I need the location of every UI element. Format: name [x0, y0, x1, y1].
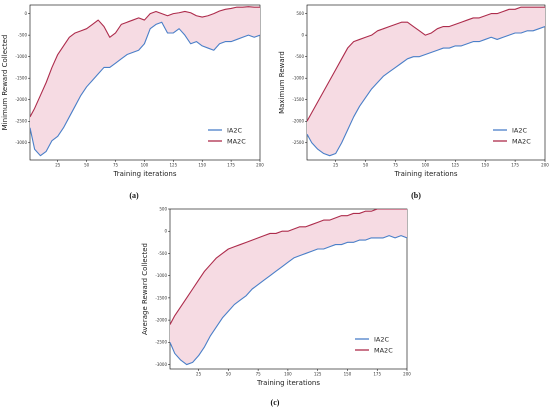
x-tick-label: 50 — [363, 163, 369, 168]
x-tick-label: 175 — [227, 163, 235, 168]
y-tick-label: -500 — [158, 251, 168, 256]
panel-label: (c) — [271, 398, 280, 407]
series-line-ma2c — [30, 6, 260, 118]
x-tick-label: 25 — [196, 372, 202, 377]
x-tick-label: 50 — [84, 163, 90, 168]
plot-area — [30, 6, 260, 157]
x-tick-label: 25 — [55, 163, 61, 168]
y-axis-label: Minimum Reward Collected — [1, 35, 9, 131]
y-axis-label: Average Reward Collected — [141, 243, 149, 335]
y-tick-label: 500 — [159, 206, 167, 211]
x-tick-label: 150 — [198, 163, 206, 168]
x-tick-label: 100 — [422, 163, 430, 168]
legend-label-ma2c: MA2C — [374, 346, 393, 354]
x-tick-label: 100 — [141, 163, 149, 168]
y-tick-label: -500 — [295, 54, 305, 59]
series-line-ia2c — [30, 21, 260, 157]
legend: IA2C MA2C — [355, 335, 393, 354]
fill-between-area — [30, 6, 260, 156]
x-tick-label: 150 — [481, 163, 489, 168]
plot-area — [307, 6, 545, 157]
x-axis-label: Training iterations — [112, 170, 176, 178]
y-tick-label: -2500 — [292, 140, 304, 145]
chart-panel-a: 25 50 75 100 125 150 175 200 0 -500 -1000 -1500 -200… — [1, 4, 264, 200]
y-tick-label: -2000 — [15, 97, 27, 102]
x-tick-label: 125 — [314, 372, 322, 377]
fill-between-area — [170, 209, 407, 365]
y-tick-label: 0 — [301, 33, 304, 38]
series-line-ia2c — [170, 235, 407, 366]
y-tick-label: -1000 — [292, 76, 304, 81]
y-tick-label: 0 — [24, 11, 27, 16]
panel-label: (b) — [411, 191, 421, 200]
legend: IA2C MA2C — [208, 126, 246, 145]
x-tick-label: 200 — [403, 372, 411, 377]
y-tick-label: -2000 — [155, 318, 167, 323]
x-tick-label: 75 — [113, 163, 119, 168]
y-tick-label: -1000 — [15, 54, 27, 59]
y-axis-label: Maximum Reward — [278, 51, 286, 114]
x-tick-label: 25 — [333, 163, 339, 168]
x-axis-label: Training iterations — [393, 170, 457, 178]
chart-panel-b: 25 50 75 100 125 150 175 200 500 0 -500 -1000 -1500 -… — [278, 4, 549, 200]
legend-label-ia2c: IA2C — [227, 126, 242, 134]
y-tick-label: 0 — [164, 229, 167, 234]
y-tick-label: -3000 — [155, 362, 167, 367]
y-tick-label: -1000 — [155, 273, 167, 278]
y-tick-label: -1500 — [15, 76, 27, 81]
y-tick-label: -1500 — [155, 295, 167, 300]
y-tick-label: -2500 — [155, 340, 167, 345]
x-tick-label: 75 — [256, 372, 262, 377]
legend-label-ia2c: IA2C — [512, 126, 527, 134]
x-tick-label: 125 — [169, 163, 177, 168]
y-tick-label: -2000 — [292, 119, 304, 124]
y-tick-label: -1500 — [292, 97, 304, 102]
chart-panel-c: 25 50 75 100 125 150 175 200 500 0 -500 -1000 -1500 -… — [141, 206, 411, 407]
x-axis-label: Training iterations — [256, 379, 320, 387]
x-tick-label: 200 — [256, 163, 264, 168]
fill-between-area — [307, 7, 545, 156]
x-tick-label: 75 — [393, 163, 399, 168]
x-tick-label: 200 — [541, 163, 549, 168]
plot-area — [170, 209, 407, 366]
series-line-ma2c — [170, 209, 407, 325]
series-line-ia2c — [307, 26, 545, 157]
series-line-ma2c — [307, 6, 545, 122]
x-tick-label: 175 — [511, 163, 519, 168]
x-tick-label: 150 — [344, 372, 352, 377]
legend-label-ia2c: IA2C — [374, 335, 389, 343]
x-tick-label: 125 — [451, 163, 459, 168]
y-tick-label: -500 — [18, 33, 28, 38]
y-tick-label: 500 — [296, 11, 304, 16]
x-tick-label: 100 — [284, 372, 292, 377]
panel-label: (a) — [129, 191, 139, 200]
x-tick-label: 175 — [373, 372, 381, 377]
y-tick-label: -2500 — [15, 119, 27, 124]
legend-label-ma2c: MA2C — [227, 137, 246, 145]
legend: IA2C MA2C — [493, 126, 531, 145]
x-tick-label: 50 — [226, 372, 232, 377]
legend-label-ma2c: MA2C — [512, 137, 531, 145]
y-tick-label: -3000 — [15, 140, 27, 145]
